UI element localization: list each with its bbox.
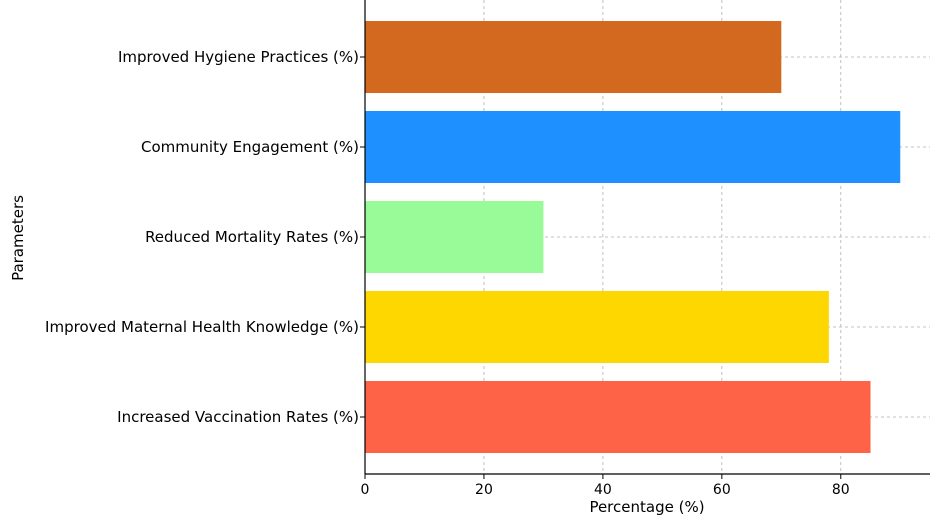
bar bbox=[365, 21, 782, 93]
x-tick-label: 20 bbox=[475, 482, 493, 498]
bar bbox=[365, 381, 871, 453]
x-tick-label: 40 bbox=[594, 482, 612, 498]
bar-layer bbox=[365, 21, 901, 453]
category-label: Improved Hygiene Practices (%) bbox=[118, 48, 359, 66]
x-tick-label: 60 bbox=[713, 482, 731, 498]
tick-layer: 0 20 40 60 80 bbox=[360, 56, 850, 498]
x-tick-label: 80 bbox=[832, 482, 850, 498]
bar bbox=[365, 291, 829, 363]
category-label: Community Engagement (%) bbox=[141, 138, 359, 156]
y-axis-title: Parameters bbox=[9, 195, 27, 281]
bar bbox=[365, 201, 544, 273]
x-tick-label: 0 bbox=[361, 482, 370, 498]
bar bbox=[365, 111, 901, 183]
x-axis-title: Percentage (%) bbox=[589, 498, 704, 516]
category-label-layer: Improved Hygiene Practices (%) Community … bbox=[45, 48, 359, 426]
category-label: Increased Vaccination Rates (%) bbox=[117, 408, 359, 426]
category-label: Improved Maternal Health Knowledge (%) bbox=[45, 318, 359, 336]
category-label: Reduced Mortality Rates (%) bbox=[145, 228, 359, 246]
